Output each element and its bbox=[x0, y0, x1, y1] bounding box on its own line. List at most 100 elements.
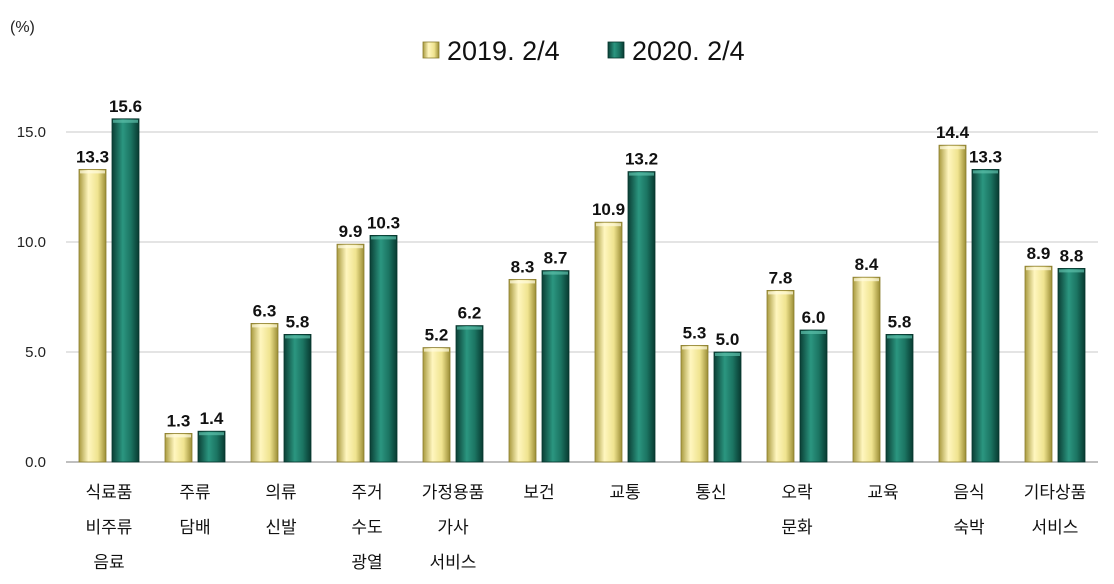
data-label-2020-11: 8.8 bbox=[1060, 246, 1084, 265]
bar-bevel bbox=[715, 353, 740, 356]
bar-2019-6 bbox=[594, 221, 623, 463]
bar-2019-3 bbox=[336, 243, 365, 463]
unit-label: (%) bbox=[10, 19, 35, 36]
bar-2019-5 bbox=[508, 278, 537, 463]
legend-swatch-2020 bbox=[607, 41, 625, 59]
bar-bevel bbox=[424, 348, 449, 352]
bar-2019-10 bbox=[938, 144, 967, 463]
category-label: 수도 bbox=[351, 518, 382, 538]
bar-2020-9 bbox=[885, 333, 914, 463]
data-label-2019-1: 1.3 bbox=[167, 411, 191, 430]
bar-bevel bbox=[457, 326, 482, 330]
data-label-2020-7: 5.0 bbox=[716, 330, 740, 349]
bar-2020-2 bbox=[283, 333, 312, 463]
data-label-2020-5: 8.7 bbox=[544, 249, 568, 268]
bar-bevel bbox=[371, 236, 396, 240]
y-tick-label: 10.0 bbox=[17, 234, 46, 251]
category-label: 담배 bbox=[179, 518, 210, 538]
bar-2019-1 bbox=[164, 432, 193, 463]
bar-bevel bbox=[596, 223, 621, 227]
bar-2019-7 bbox=[680, 344, 709, 463]
bar-bevel bbox=[768, 291, 793, 295]
bar-2020-10 bbox=[971, 168, 1000, 463]
data-label-2020-6: 13.2 bbox=[625, 150, 658, 169]
bar-2019-8 bbox=[766, 289, 795, 463]
data-label-2020-4: 6.2 bbox=[458, 304, 482, 323]
bar-2020-11 bbox=[1057, 267, 1086, 463]
data-label-2019-0: 13.3 bbox=[76, 147, 109, 166]
category-label: 통신 bbox=[695, 483, 726, 503]
bar-2020-6 bbox=[627, 171, 656, 463]
category-label: 음료 bbox=[93, 553, 124, 573]
category-label: 기타상품 bbox=[1024, 483, 1087, 503]
category-label: 음식 bbox=[953, 483, 984, 503]
category-label: 비주류 bbox=[86, 518, 133, 538]
bar-bevel bbox=[113, 119, 138, 123]
bar-2020-8 bbox=[799, 329, 828, 463]
bar-bevel bbox=[543, 271, 568, 275]
bar-2019-2 bbox=[250, 322, 279, 463]
bar-bevel bbox=[1059, 269, 1084, 273]
y-axis: 0.0 5.0 10.0 15.0 bbox=[17, 124, 46, 471]
bar-bevel bbox=[940, 146, 965, 150]
data-label-2020-1: 1.4 bbox=[200, 409, 224, 428]
bar-bevel bbox=[285, 335, 310, 339]
y-tick-label: 0.0 bbox=[25, 454, 46, 471]
category-label: 식료품 bbox=[86, 483, 133, 503]
data-label-2019-10: 14.4 bbox=[936, 123, 970, 142]
data-label-2020-0: 15.6 bbox=[109, 97, 142, 116]
legend-label-2020: 2020. 2/4 bbox=[632, 36, 745, 66]
bars bbox=[78, 118, 1086, 463]
gridlines bbox=[66, 131, 1098, 463]
bar-2020-7 bbox=[713, 351, 742, 463]
bar-bevel bbox=[854, 278, 879, 282]
category-label: 오락 bbox=[781, 483, 813, 503]
y-tick-label: 5.0 bbox=[25, 344, 46, 361]
bar-bevel bbox=[682, 346, 707, 350]
data-label-2019-9: 8.4 bbox=[855, 255, 879, 274]
bar-bevel bbox=[166, 434, 191, 438]
bar-2019-0 bbox=[78, 168, 107, 463]
category-label: 문화 bbox=[781, 518, 813, 538]
y-tick-label: 15.0 bbox=[17, 124, 46, 141]
category-label: 가사 bbox=[437, 518, 469, 538]
data-label-2020-2: 5.8 bbox=[286, 312, 310, 331]
category-label: 의류 bbox=[265, 483, 296, 503]
bar-2020-0 bbox=[111, 118, 140, 463]
category-label: 서비스 bbox=[1032, 518, 1079, 538]
bar-2020-1 bbox=[197, 430, 226, 463]
bar-2019-4 bbox=[422, 347, 451, 463]
bar-bevel bbox=[801, 331, 826, 334]
bar-2019-11 bbox=[1024, 265, 1053, 463]
bar-bevel bbox=[199, 432, 224, 436]
data-label-2019-3: 9.9 bbox=[339, 222, 363, 241]
data-label-2020-3: 10.3 bbox=[367, 213, 400, 232]
legend: 2019. 2/4 2020. 2/4 bbox=[422, 36, 745, 66]
data-label-2020-8: 6.0 bbox=[802, 308, 826, 327]
legend-label-2019: 2019. 2/4 bbox=[447, 36, 560, 66]
data-label-2019-8: 7.8 bbox=[769, 268, 793, 287]
category-label: 교통 bbox=[609, 483, 640, 503]
legend-swatch-2019 bbox=[422, 41, 440, 59]
data-label-2020-10: 13.3 bbox=[969, 147, 1002, 166]
data-label-2019-4: 5.2 bbox=[425, 326, 449, 345]
bar-2020-5 bbox=[541, 270, 570, 463]
data-label-2019-11: 8.9 bbox=[1027, 244, 1051, 263]
data-label-2019-2: 6.3 bbox=[253, 301, 277, 320]
data-label-2020-9: 5.8 bbox=[888, 312, 912, 331]
bar-2019-9 bbox=[852, 276, 881, 463]
data-label-2019-7: 5.3 bbox=[683, 323, 707, 342]
bar-bevel bbox=[252, 324, 277, 328]
data-labels: 13.3 15.6 1.3 1.4 6.3 5.8 9.9 10.3 5.2 6.2 8.3 8.7 1… bbox=[76, 97, 1083, 431]
category-label: 주류 bbox=[179, 483, 210, 503]
bar-bevel bbox=[80, 170, 105, 174]
category-label: 교육 bbox=[867, 483, 898, 503]
bar-bevel bbox=[1026, 267, 1051, 271]
data-label-2019-5: 8.3 bbox=[511, 257, 535, 276]
category-label: 서비스 bbox=[430, 553, 477, 573]
category-label: 보건 bbox=[523, 483, 554, 503]
data-label-2019-6: 10.9 bbox=[592, 200, 625, 219]
category-label: 숙박 bbox=[953, 518, 985, 538]
